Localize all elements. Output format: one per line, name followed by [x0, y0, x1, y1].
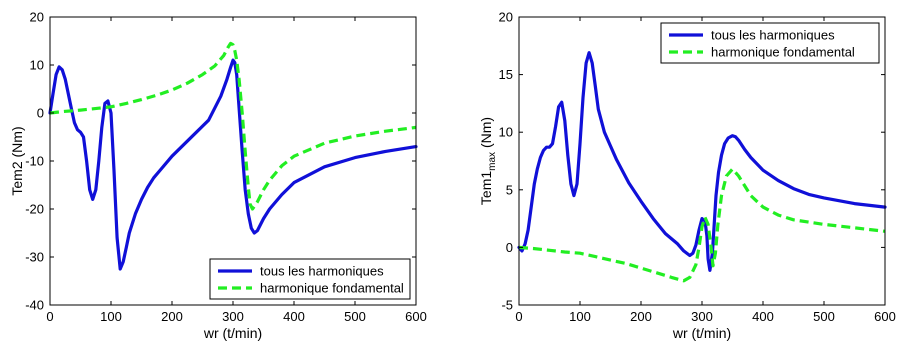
right-legend-label-all-harmonics: tous les harmoniques [711, 28, 835, 43]
right-y-axis-label: Tem1max (Nm) [478, 117, 498, 205]
right-x-tick-label: 0 [515, 309, 522, 324]
left-legend-label-all-harmonics: tous les harmoniques [260, 264, 384, 279]
left-legend-label-fundamental: harmonique fondamental [260, 281, 404, 296]
left-y-tick-label: -30 [25, 250, 44, 265]
right-legend-label-fundamental: harmonique fondamental [711, 45, 855, 60]
left-x-axis-label: wr (t/min) [203, 325, 262, 341]
left-x-tick-label: 200 [161, 309, 183, 324]
right-y-tick-label: 15 [499, 67, 513, 82]
left-series-all-harmonics-line [48, 58, 418, 271]
right-curves [517, 51, 887, 283]
right-y-tick-label: 10 [499, 125, 513, 140]
left-x-tick-label: 500 [344, 309, 366, 324]
left-y-tick-label: -40 [25, 298, 44, 313]
left-y-axis-label: Tem2 (Nm) [9, 126, 25, 195]
left-legend: tous les harmoniques harmonique fondamen… [209, 258, 411, 300]
right-y-axis-label-sub: max [487, 152, 498, 171]
right-y-axis-label-unit: (Nm) [478, 117, 494, 152]
right-series-all-harmonics-line [517, 51, 887, 272]
left-y-tick-label: -20 [25, 202, 44, 217]
left-legend-box [209, 258, 411, 300]
left-x-tick-label: 0 [46, 309, 53, 324]
right-legend: tous les harmoniques harmonique fondamen… [660, 22, 880, 64]
right-y-tick-label: -5 [501, 298, 513, 313]
left-x-tick-label: 600 [405, 309, 427, 324]
right-y-axis-label-main: Tem1 [478, 171, 494, 205]
right-y-tick-label: 20 [499, 10, 513, 25]
left-y-tick-label: -10 [25, 154, 44, 169]
right-x-tick-label: 300 [691, 309, 713, 324]
right-legend-box [660, 22, 880, 64]
right-x-tick-label: 600 [874, 309, 896, 324]
left-y-tick-label: 0 [37, 106, 44, 121]
right-x-tick-label: 200 [630, 309, 652, 324]
left-curves [48, 41, 418, 271]
left-chart: 0 100 200 300 400 500 600 -40 -30 -20 -10 0 10 20 wr … [9, 10, 427, 342]
right-x-axis-label: wr (t/min) [672, 325, 731, 341]
left-x-tick-label: 100 [100, 309, 122, 324]
right-x-tick-label: 100 [569, 309, 591, 324]
left-x-tick-label: 400 [283, 309, 305, 324]
left-ticks: 0 100 200 300 400 500 600 -40 -30 -20 -10 0 10 20 [25, 10, 427, 325]
right-x-tick-label: 500 [813, 309, 835, 324]
right-x-tick-label: 400 [752, 309, 774, 324]
left-x-tick-label: 300 [222, 309, 244, 324]
right-y-tick-label: 0 [506, 240, 513, 255]
left-y-tick-label: 10 [30, 58, 44, 73]
left-y-tick-label: 20 [30, 10, 44, 25]
right-y-tick-label: 5 [506, 182, 513, 197]
left-series-fundamental-line [49, 41, 417, 211]
left-y-axis-label-main: Tem2 (Nm) [9, 126, 25, 195]
